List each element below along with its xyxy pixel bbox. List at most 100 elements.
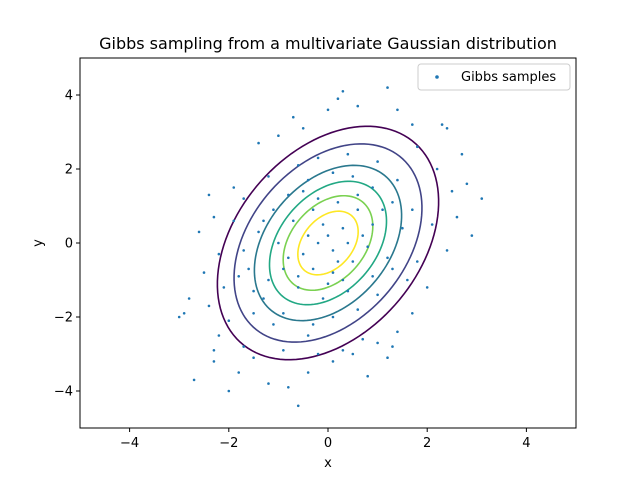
sample-point xyxy=(356,104,360,108)
sample-point xyxy=(301,189,305,193)
y-tick-label: −4 xyxy=(54,385,73,400)
sample-point xyxy=(296,275,300,278)
sample-point xyxy=(252,312,255,315)
x-tick-label: −2 xyxy=(219,436,238,451)
sample-point xyxy=(232,219,236,223)
sample-point xyxy=(272,323,275,326)
sample-point xyxy=(212,215,216,219)
sample-point xyxy=(296,404,300,408)
sample-point xyxy=(396,108,399,112)
sample-point xyxy=(425,286,429,289)
x-tick-label: 4 xyxy=(522,436,530,451)
sample-point xyxy=(311,323,315,326)
sample-point xyxy=(331,271,335,274)
axis-ticks: −4 −2 0 2 4 −4 −2 0 2 4 xyxy=(54,89,531,452)
sample-point xyxy=(480,197,484,200)
legend-marker xyxy=(435,75,439,79)
sample-point xyxy=(445,249,449,252)
sample-point xyxy=(411,208,414,211)
contour-line xyxy=(268,180,388,306)
sample-point xyxy=(401,226,404,230)
sample-point xyxy=(346,152,350,156)
sample-point xyxy=(282,312,285,315)
sample-point xyxy=(316,241,320,245)
contour-layer xyxy=(216,125,440,361)
sample-point xyxy=(291,219,295,223)
sample-point xyxy=(212,349,216,352)
sample-point xyxy=(287,386,290,389)
sample-point xyxy=(351,175,355,178)
sample-point xyxy=(411,312,414,315)
sample-point xyxy=(445,127,449,130)
sample-point xyxy=(331,171,335,174)
sample-point xyxy=(361,234,365,237)
sample-point xyxy=(267,175,270,178)
sample-point xyxy=(430,223,434,226)
sample-point xyxy=(192,378,196,382)
sample-point xyxy=(242,249,245,252)
sample-point xyxy=(341,278,345,282)
sample-point xyxy=(212,360,216,363)
sample-point xyxy=(277,241,280,245)
sample-point xyxy=(386,256,389,260)
sample-point xyxy=(306,334,310,337)
sample-point xyxy=(346,241,350,245)
sample-point xyxy=(371,275,374,278)
sample-point xyxy=(361,337,365,341)
sample-point xyxy=(321,223,325,226)
sample-point xyxy=(296,286,300,289)
contour-line xyxy=(282,194,374,292)
x-tick-label: −4 xyxy=(120,436,139,451)
legend: Gibbs samples xyxy=(417,63,571,91)
sample-point xyxy=(460,152,464,156)
sample-point xyxy=(356,208,360,211)
sample-point xyxy=(237,275,241,278)
sample-point xyxy=(356,193,360,197)
sample-point xyxy=(371,186,374,189)
sample-point xyxy=(351,260,355,263)
sample-point xyxy=(326,282,330,286)
sample-point xyxy=(326,234,330,237)
sample-point xyxy=(262,297,265,300)
sample-point xyxy=(316,352,320,356)
sample-point xyxy=(415,260,419,263)
y-tick-label: 4 xyxy=(65,89,73,104)
contour-line xyxy=(233,143,423,343)
y-tick-label: 0 xyxy=(65,237,73,252)
sample-point xyxy=(301,127,305,130)
scatter-points xyxy=(177,86,484,408)
sample-point xyxy=(376,160,379,163)
sample-point xyxy=(217,334,221,337)
sample-point xyxy=(306,371,310,374)
sample-point xyxy=(386,86,389,89)
sample-point xyxy=(311,267,315,271)
sample-point xyxy=(455,215,459,219)
sample-point xyxy=(306,234,310,237)
sample-point xyxy=(346,289,350,293)
sample-point xyxy=(296,164,300,167)
sample-point xyxy=(376,341,379,345)
sample-point xyxy=(391,201,394,204)
sample-point xyxy=(341,349,345,352)
sample-point xyxy=(227,319,231,323)
sample-point xyxy=(465,182,469,186)
legend-box xyxy=(417,63,571,91)
sample-point xyxy=(391,345,394,348)
legend-label: Gibbs samples xyxy=(461,70,556,85)
sample-point xyxy=(391,267,394,271)
sample-point xyxy=(207,193,211,197)
sample-point xyxy=(242,345,245,348)
sample-point xyxy=(376,293,379,297)
sample-point xyxy=(282,349,285,352)
sample-point xyxy=(282,267,285,271)
sample-point xyxy=(301,252,305,256)
sample-point xyxy=(277,134,280,137)
sample-point xyxy=(242,197,245,200)
sample-point xyxy=(396,330,399,334)
sample-point xyxy=(267,382,270,385)
x-tick-label: 0 xyxy=(324,436,332,451)
contour-line xyxy=(253,164,403,322)
sample-point xyxy=(351,352,355,356)
sample-point xyxy=(311,208,315,211)
